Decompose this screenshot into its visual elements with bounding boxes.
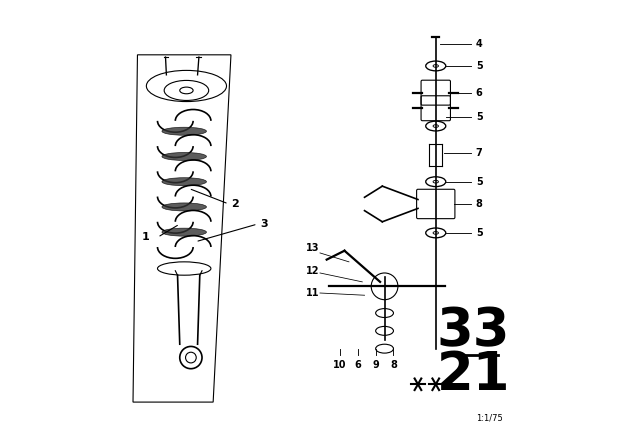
Text: 4: 4 [476, 39, 483, 49]
Ellipse shape [162, 127, 207, 135]
Text: 33: 33 [437, 305, 510, 357]
Ellipse shape [162, 152, 207, 160]
Text: 11: 11 [306, 288, 319, 298]
Text: 5: 5 [476, 61, 483, 71]
Ellipse shape [162, 203, 207, 211]
Text: 6: 6 [476, 88, 483, 98]
Text: 13: 13 [306, 243, 319, 254]
Text: 6: 6 [355, 360, 361, 370]
Text: 5: 5 [476, 177, 483, 187]
Text: 9: 9 [372, 360, 379, 370]
Text: 7: 7 [476, 148, 483, 158]
Text: 3: 3 [260, 219, 268, 229]
Ellipse shape [162, 178, 207, 186]
Text: 8: 8 [390, 360, 397, 370]
Text: 5: 5 [476, 228, 483, 238]
Text: 12: 12 [306, 266, 319, 276]
Text: 1: 1 [142, 233, 150, 242]
Text: 21: 21 [437, 349, 510, 401]
Ellipse shape [162, 228, 207, 236]
Text: 8: 8 [476, 199, 483, 209]
Text: 1:1/75: 1:1/75 [476, 413, 502, 422]
Text: 10: 10 [333, 360, 347, 370]
Text: 2: 2 [231, 199, 239, 209]
Text: 5: 5 [476, 112, 483, 122]
